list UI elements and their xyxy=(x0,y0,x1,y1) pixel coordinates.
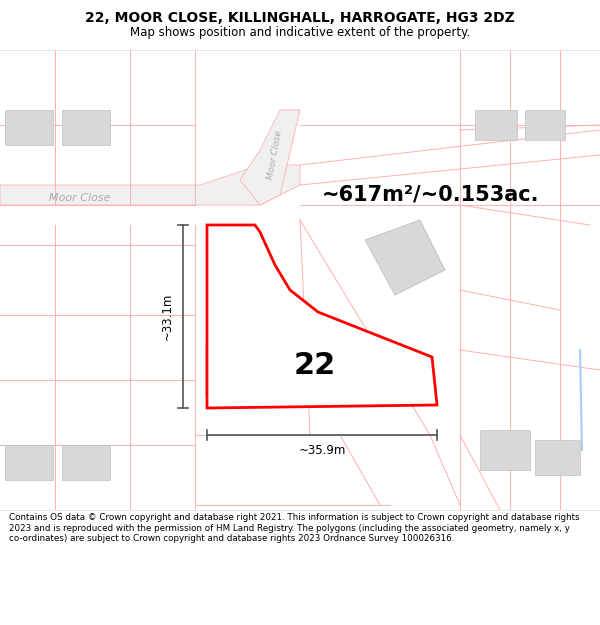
Text: Map shows position and indicative extent of the property.: Map shows position and indicative extent… xyxy=(130,26,470,39)
Polygon shape xyxy=(240,110,300,205)
Bar xyxy=(5,445,53,480)
Text: Contains OS data © Crown copyright and database right 2021. This information is : Contains OS data © Crown copyright and d… xyxy=(9,514,580,543)
Bar xyxy=(5,110,53,145)
Text: Moor Close: Moor Close xyxy=(266,129,284,181)
Polygon shape xyxy=(207,225,437,408)
Bar xyxy=(525,110,565,140)
Bar xyxy=(475,110,517,140)
Polygon shape xyxy=(0,165,300,205)
Text: ~35.9m: ~35.9m xyxy=(298,444,346,458)
Bar xyxy=(480,430,530,470)
Bar xyxy=(535,440,580,475)
Bar xyxy=(62,445,110,480)
Text: Moor Close: Moor Close xyxy=(49,193,111,203)
Polygon shape xyxy=(365,220,445,295)
Text: 22, MOOR CLOSE, KILLINGHALL, HARROGATE, HG3 2DZ: 22, MOOR CLOSE, KILLINGHALL, HARROGATE, … xyxy=(85,11,515,25)
Bar xyxy=(205,345,265,395)
Text: ~617m²/~0.153ac.: ~617m²/~0.153ac. xyxy=(321,185,539,205)
Text: ~33.1m: ~33.1m xyxy=(161,292,173,340)
Text: 22: 22 xyxy=(294,351,336,379)
Bar xyxy=(62,110,110,145)
